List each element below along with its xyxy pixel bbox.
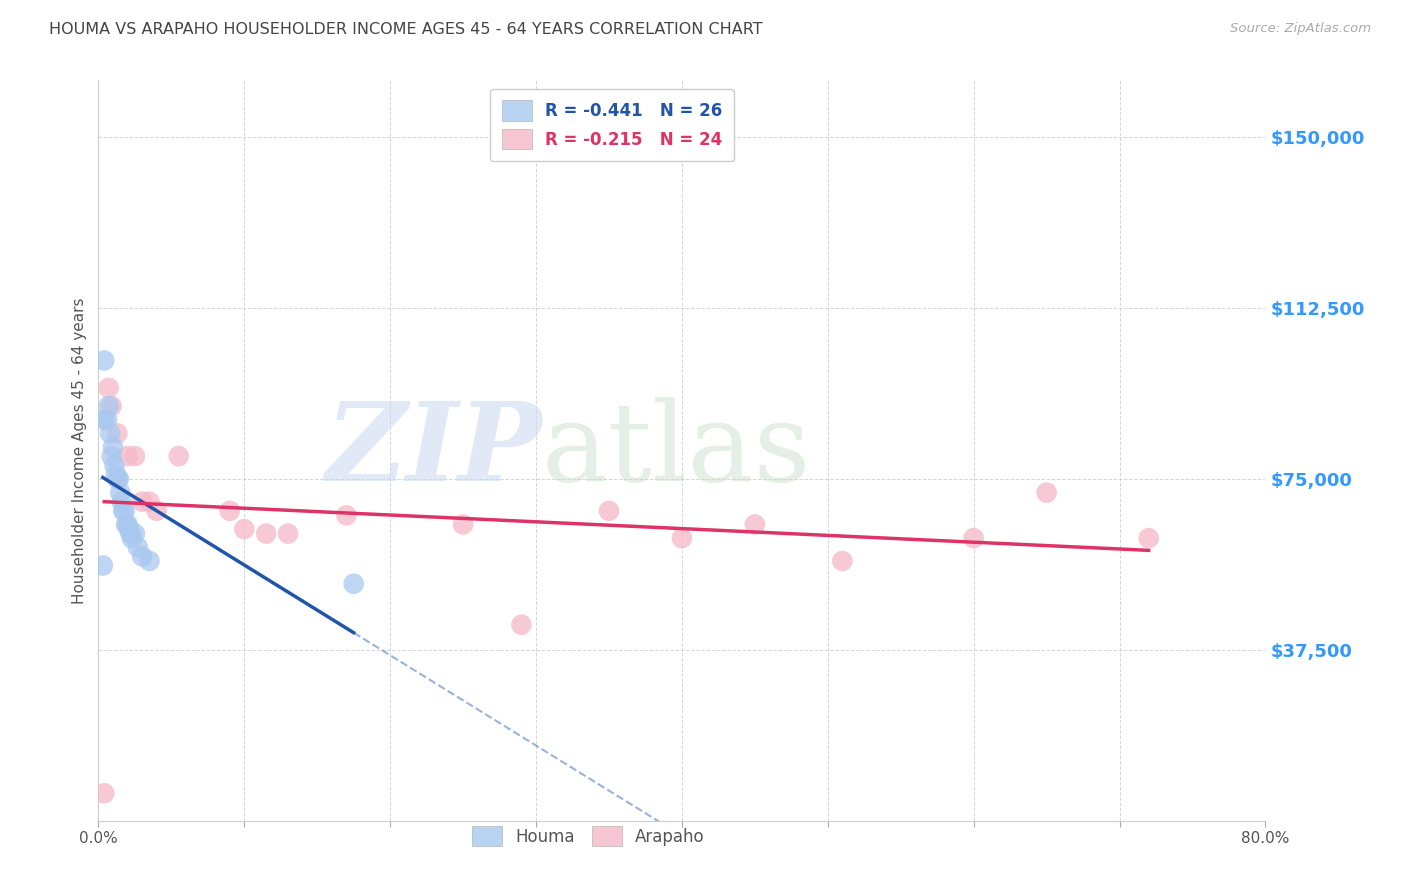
Point	[97, 381, 120, 395]
Point	[831, 554, 853, 568]
Point	[138, 554, 160, 568]
Point	[93, 413, 115, 427]
Point	[127, 541, 149, 555]
Point	[146, 504, 169, 518]
Text: HOUMA VS ARAPAHO HOUSEHOLDER INCOME AGES 45 - 64 YEARS CORRELATION CHART: HOUMA VS ARAPAHO HOUSEHOLDER INCOME AGES…	[49, 22, 763, 37]
Point	[254, 526, 277, 541]
Point	[97, 399, 120, 413]
Point	[335, 508, 357, 523]
Point	[93, 786, 115, 800]
Point	[117, 517, 139, 532]
Point	[744, 517, 766, 532]
Point	[233, 522, 256, 536]
Point	[104, 467, 127, 482]
Point	[117, 449, 139, 463]
Point	[962, 531, 984, 545]
Point	[105, 472, 128, 486]
Point	[167, 449, 190, 463]
Point	[218, 504, 240, 518]
Point	[98, 426, 121, 441]
Text: atlas: atlas	[541, 397, 811, 504]
Point	[115, 517, 138, 532]
Legend: Houma, Arapaho: Houma, Arapaho	[465, 820, 711, 853]
Point	[131, 494, 153, 508]
Point	[1137, 531, 1160, 545]
Text: Source: ZipAtlas.com: Source: ZipAtlas.com	[1230, 22, 1371, 36]
Point	[91, 558, 114, 573]
Text: ZIP: ZIP	[325, 397, 541, 504]
Point	[1035, 485, 1057, 500]
Point	[105, 426, 128, 441]
Y-axis label: Householder Income Ages 45 - 64 years: Householder Income Ages 45 - 64 years	[72, 297, 87, 604]
Point	[96, 413, 118, 427]
Point	[671, 531, 693, 545]
Point	[131, 549, 153, 564]
Point	[111, 494, 134, 508]
Point	[451, 517, 474, 532]
Point	[112, 504, 135, 518]
Point	[118, 522, 141, 536]
Point	[108, 472, 131, 486]
Point	[124, 526, 146, 541]
Point	[277, 526, 299, 541]
Point	[110, 485, 132, 500]
Point	[138, 494, 160, 508]
Point	[100, 399, 122, 413]
Point	[100, 449, 122, 463]
Point	[103, 458, 125, 473]
Point	[93, 353, 115, 368]
Point	[124, 449, 146, 463]
Point	[510, 617, 533, 632]
Point	[598, 504, 620, 518]
Point	[120, 526, 142, 541]
Point	[114, 504, 136, 518]
Point	[101, 440, 124, 454]
Point	[343, 576, 366, 591]
Point	[121, 531, 143, 545]
